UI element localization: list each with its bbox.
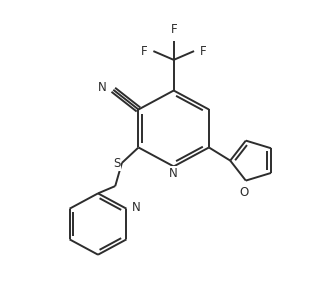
Text: N: N [169, 167, 178, 180]
Text: O: O [240, 186, 249, 199]
Text: F: F [141, 45, 148, 58]
Text: F: F [200, 45, 206, 58]
Text: S: S [113, 157, 120, 170]
Text: F: F [170, 22, 177, 36]
Text: N: N [132, 201, 141, 214]
Text: N: N [98, 81, 106, 94]
